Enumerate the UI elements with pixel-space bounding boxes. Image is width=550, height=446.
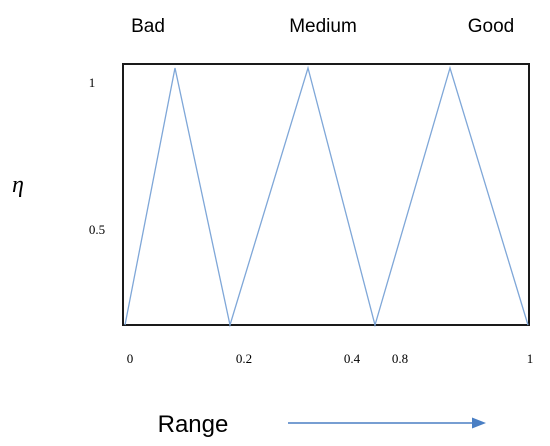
- category-label: Good: [468, 16, 514, 37]
- x-tick-label: 0: [127, 351, 134, 366]
- y-axis-label: η: [12, 172, 24, 198]
- category-label: Bad: [131, 16, 165, 37]
- arrow-head: [472, 417, 486, 429]
- membership-triangles: [124, 65, 529, 328]
- x-axis-label: Range: [158, 411, 229, 438]
- y-tick-label: 0.5: [89, 222, 105, 237]
- x-tick-label: 0.4: [344, 351, 361, 366]
- x-tick-label: 0.2: [236, 351, 252, 366]
- x-tick-label: 1: [527, 351, 534, 366]
- y-tick-label: 1: [89, 75, 96, 90]
- x-tick-label: 0.8: [392, 351, 408, 366]
- plot-frame: [122, 63, 530, 326]
- category-label: Medium: [289, 16, 357, 37]
